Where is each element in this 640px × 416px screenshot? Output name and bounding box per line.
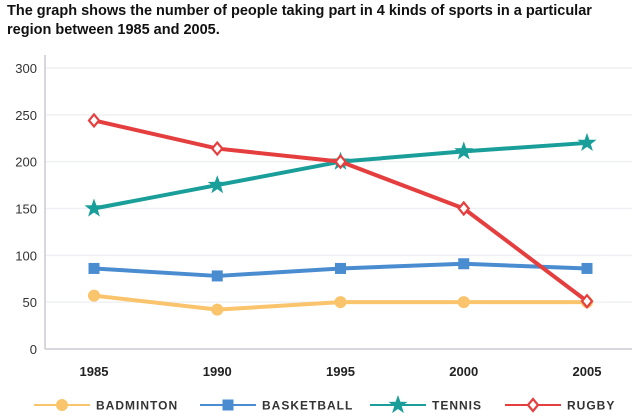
y-tick-label: 200 [15,155,37,170]
data-point-tennis [454,141,474,160]
y-tick-label: 250 [15,108,37,123]
data-point-rugby [210,140,224,157]
x-tick-label: 1985 [80,364,109,379]
y-tick-label: 50 [23,295,37,310]
data-point-tennis [577,132,597,151]
x-tick-label: 1990 [203,364,232,379]
data-point-basketball [458,258,470,270]
data-point-rugby [580,293,594,309]
data-point-badminton [88,289,100,302]
legend-label-rugby: RUGBY [567,399,615,413]
data-point-basketball [335,262,346,274]
chart-title: The graph shows the number of people tak… [7,3,592,38]
legend-marker-tennis [388,395,408,414]
data-point-basketball [581,262,593,274]
x-tick-label: 1995 [326,364,355,379]
y-tick-label: 100 [15,248,37,263]
legend-label-tennis: TENNIS [432,399,482,413]
data-point-rugby [87,112,101,129]
legend-marker-badminton [56,399,68,411]
data-point-badminton [211,303,224,316]
data-point-tennis [84,198,104,217]
legend-marker-rugby [526,397,540,413]
data-point-badminton [334,296,347,309]
x-tick-label: 2000 [449,364,478,379]
data-point-basketball [88,262,100,274]
data-point-rugby [334,153,347,170]
legend-marker-basketball [222,399,234,411]
legend-label-basketball: BASKETBALL [262,399,353,413]
data-point-badminton [457,296,470,309]
x-tick-label: 2005 [573,364,602,379]
legend-label-badminton: BADMINTON [96,399,178,413]
y-tick-label: 300 [15,61,37,76]
data-point-basketball [211,270,223,282]
data-point-rugby [457,200,471,217]
data-point-tennis [207,175,227,194]
y-tick-label: 150 [15,202,37,217]
y-tick-label: 0 [30,342,37,357]
